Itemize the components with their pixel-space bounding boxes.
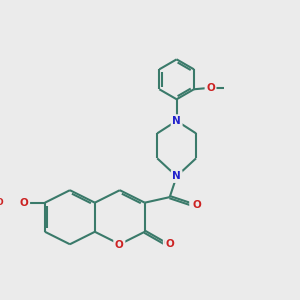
Text: O: O (192, 200, 201, 210)
Text: O: O (206, 83, 215, 93)
Text: O: O (190, 199, 199, 209)
Text: O: O (116, 239, 124, 249)
Text: O: O (20, 198, 28, 208)
Text: O: O (20, 198, 28, 208)
Text: N: N (172, 116, 181, 126)
Text: N: N (172, 116, 181, 126)
Text: O: O (115, 240, 124, 250)
Text: N: N (172, 171, 181, 181)
Text: O: O (164, 238, 173, 248)
Text: O: O (166, 239, 175, 249)
Text: O: O (0, 198, 3, 207)
Text: N: N (172, 171, 181, 181)
